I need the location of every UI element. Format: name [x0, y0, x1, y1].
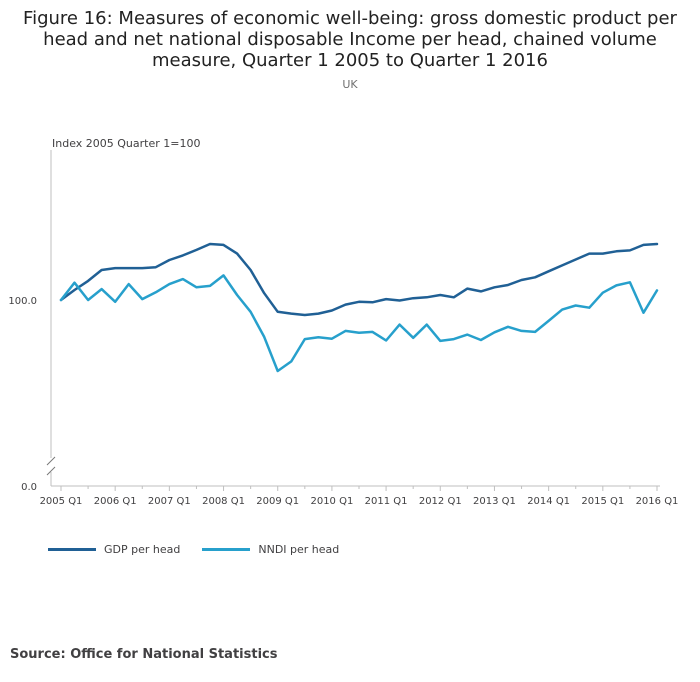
x-tick-label: 2016 Q1	[636, 496, 679, 507]
x-tick-label: 2012 Q1	[419, 496, 462, 507]
series-lines	[59, 242, 659, 373]
legend-swatch-gdp	[48, 548, 96, 551]
axis-break-mark-upper	[46, 456, 56, 466]
legend: GDP per head NNDI per head	[48, 543, 361, 556]
y-tick-label: 100.0	[8, 296, 37, 307]
legend-label-nndi: NNDI per head	[258, 543, 340, 556]
legend-label-gdp: GDP per head	[104, 543, 181, 556]
x-ticks: 2005 Q1 2006 Q1 2007 Q1 2008 Q1 2009 Q1 2010 …	[40, 486, 679, 507]
x-tick-label: 2007 Q1	[148, 496, 191, 507]
series-line-nndi	[59, 274, 659, 373]
series-line-gdp	[59, 242, 659, 317]
y-ticks: 0.0 100.0	[8, 296, 37, 493]
x-tick-label: 2015 Q1	[581, 496, 624, 507]
y-axis-label: Index 2005 Quarter 1=100	[52, 137, 200, 150]
chart-title: Figure 16: Measures of economic well-bei…	[23, 8, 677, 71]
x-tick-label: 2011 Q1	[365, 496, 408, 507]
legend-swatch-nndi	[202, 548, 251, 551]
line-chart: Index 2005 Quarter 1=100 0.0 100.0 2005 Q…	[8, 137, 679, 507]
x-tick-label: 2008 Q1	[202, 496, 245, 507]
x-tick-label: 2006 Q1	[94, 496, 137, 507]
y-tick-label: 0.0	[21, 482, 37, 493]
legend-item-nndi: NNDI per head	[202, 543, 339, 556]
x-tick-label: 2010 Q1	[310, 496, 353, 507]
x-tick-label: 2013 Q1	[473, 496, 516, 507]
axes	[46, 150, 660, 487]
axis-break-mark-lower	[46, 466, 56, 476]
legend-item-gdp: GDP per head	[48, 543, 180, 556]
x-tick-label: 2014 Q1	[527, 496, 570, 507]
source-note: Source: Office for National Statistics	[10, 647, 278, 662]
x-tick-label: 2009 Q1	[256, 496, 299, 507]
x-tick-label: 2005 Q1	[40, 496, 83, 507]
chart-subtitle: UK	[342, 78, 358, 91]
